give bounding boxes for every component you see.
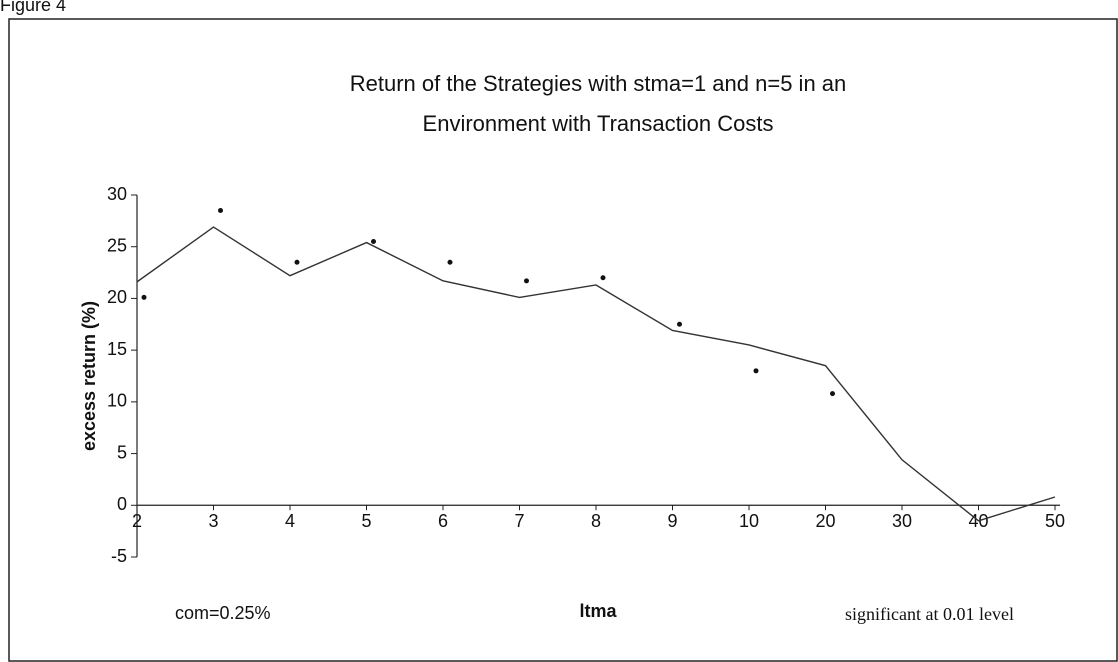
data-point: [294, 259, 300, 265]
data-point: [524, 278, 529, 284]
data-point: [141, 294, 147, 300]
y-tick-label: 15: [107, 339, 127, 359]
x-tick-label: 50: [1045, 511, 1065, 531]
x-tick-label: 3: [208, 511, 218, 531]
annotation: com=0.25%: [175, 603, 271, 623]
data-point: [371, 239, 376, 245]
y-tick-label: 25: [107, 235, 127, 255]
x-tick-label: 20: [815, 511, 835, 531]
y-tick-label: 20: [107, 287, 127, 307]
x-tick-label: 8: [591, 511, 601, 531]
data-point: [753, 368, 759, 374]
y-tick-label: 0: [117, 494, 127, 514]
x-tick-label: 30: [892, 511, 912, 531]
x-tick-label: 10: [739, 511, 759, 531]
figure-label: Figure 4: [0, 0, 66, 15]
x-tick-label: 5: [361, 511, 371, 531]
x-tick-label: 9: [667, 511, 677, 531]
x-tick-label: 4: [285, 511, 295, 531]
frame: [8, 18, 1118, 662]
legend-text: significant at 0.01 level: [845, 604, 1014, 624]
chart-title: Environment with Transaction Costs: [423, 111, 774, 136]
y-tick-label: -5: [111, 546, 127, 566]
x-tick-label: 2: [132, 511, 142, 531]
y-tick-label: 10: [107, 391, 127, 411]
data-point: [677, 321, 682, 327]
data-line: [136, 226, 1056, 522]
x-tick-label: 7: [514, 511, 524, 531]
chart-title: Return of the Strategies with stma=1 and…: [350, 71, 847, 96]
data-point: [218, 208, 223, 214]
y-tick-label: 5: [117, 442, 127, 462]
y-axis-label: excess return (%): [79, 301, 99, 451]
x-tick-label: 6: [438, 511, 448, 531]
data-point: [600, 275, 606, 281]
y-tick-label: 30: [107, 184, 127, 204]
data-point: [447, 259, 453, 265]
x-axis-label: ltma: [579, 601, 617, 621]
data-point: [830, 391, 835, 397]
